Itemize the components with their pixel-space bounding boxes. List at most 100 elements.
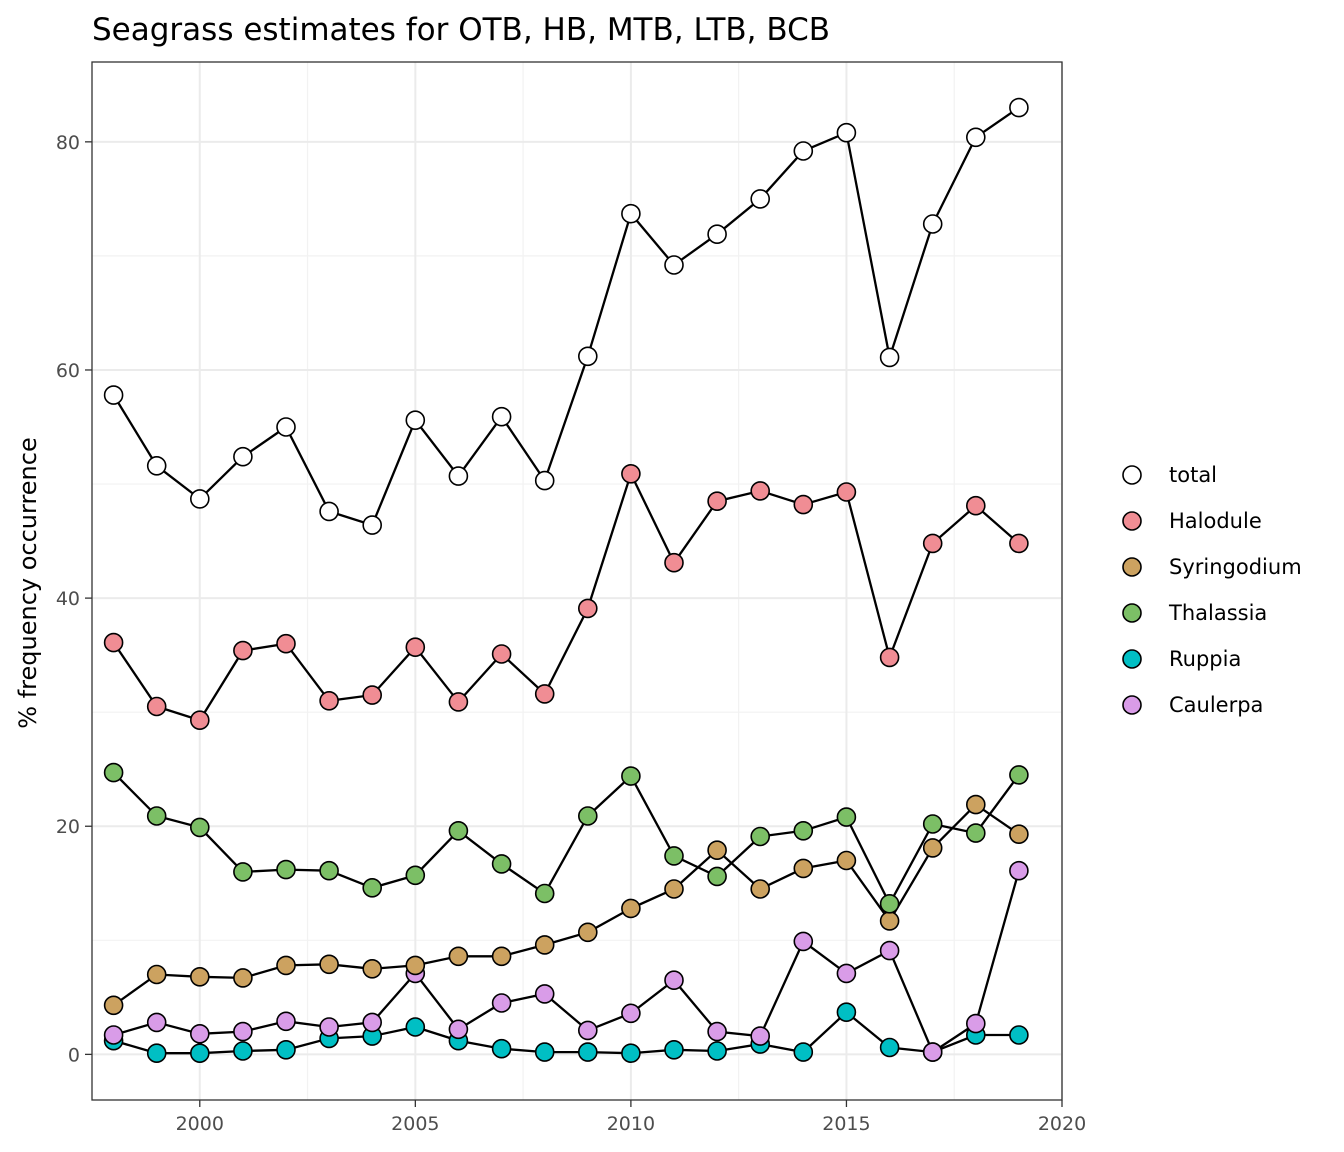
point-caulerpa-2016 xyxy=(879,940,900,961)
legend-key-thalassia xyxy=(1122,603,1142,623)
point-caulerpa-2018 xyxy=(965,1013,986,1034)
point-caulerpa-2019 xyxy=(1009,860,1029,881)
legend-item-caulerpa: Caulerpa xyxy=(1122,693,1263,717)
point-thalassia-2007 xyxy=(491,854,512,874)
point-thalassia-2005 xyxy=(405,865,426,886)
point-halodule-2005 xyxy=(405,637,426,658)
legend-key-caulerpa xyxy=(1122,695,1142,715)
point-caulerpa-1999 xyxy=(146,1012,167,1033)
point-halodule-2010 xyxy=(621,463,641,484)
point-ruppia-2001 xyxy=(233,1041,253,1061)
point-halodule-2015 xyxy=(836,482,857,502)
point-caulerpa-2000 xyxy=(190,1024,210,1044)
point-total-2004 xyxy=(362,515,383,535)
point-thalassia-2009 xyxy=(577,806,598,826)
point-ruppia-2019 xyxy=(1009,1025,1029,1045)
point-total-2014 xyxy=(793,141,814,161)
point-total-2007 xyxy=(491,406,512,427)
point-halodule-2003 xyxy=(319,690,339,711)
point-total-1999 xyxy=(146,455,167,476)
point-caulerpa-2002 xyxy=(276,1011,296,1032)
legend-item-thalassia: Thalassia xyxy=(1122,601,1267,625)
plot-panel-border xyxy=(91,61,1063,1101)
point-caulerpa-2013 xyxy=(750,1026,771,1046)
y-tick-label: 40 xyxy=(56,588,80,610)
point-caulerpa-2003 xyxy=(319,1017,339,1037)
point-caulerpa-2004 xyxy=(362,1012,383,1033)
point-thalassia-2012 xyxy=(707,866,727,887)
point-total-2006 xyxy=(448,466,469,486)
point-thalassia-2006 xyxy=(448,820,469,841)
point-syringodium-2012 xyxy=(707,840,727,861)
point-syringodium-2019 xyxy=(1009,824,1029,845)
point-thalassia-2000 xyxy=(190,817,210,838)
point-syringodium-2013 xyxy=(750,879,771,899)
point-total-2016 xyxy=(879,347,900,368)
point-ruppia-2007 xyxy=(491,1038,512,1059)
point-total-2019 xyxy=(1009,97,1029,118)
point-halodule-2007 xyxy=(491,644,512,664)
legend-label: Thalassia xyxy=(1168,601,1267,625)
legend-key-ruppia xyxy=(1122,649,1142,669)
legend-label: Syringodium xyxy=(1169,555,1302,579)
legend-item-total: total xyxy=(1122,463,1217,487)
y-tick-label: 80 xyxy=(56,132,80,154)
point-ruppia-2012 xyxy=(707,1041,727,1061)
point-syringodium-2007 xyxy=(491,946,512,967)
point-ruppia-2014 xyxy=(793,1042,814,1062)
legend-item-syringodium: Syringodium xyxy=(1122,555,1302,579)
legend-item-ruppia: Ruppia xyxy=(1122,647,1241,671)
point-syringodium-1999 xyxy=(146,964,167,985)
point-halodule-2001 xyxy=(233,640,253,661)
point-total-2012 xyxy=(707,224,727,244)
x-axis: 2000 2005 2010 2015 2020 xyxy=(176,1100,1086,1135)
point-total-2017 xyxy=(922,214,943,234)
point-syringodium-2003 xyxy=(319,954,339,975)
legend-key-syringodium xyxy=(1122,557,1142,577)
point-syringodium-2001 xyxy=(233,968,253,988)
point-syringodium-2000 xyxy=(190,966,210,987)
point-total-2018 xyxy=(965,127,986,148)
data-points xyxy=(103,97,1029,1063)
point-total-2001 xyxy=(233,446,253,467)
y-tick-label: 60 xyxy=(56,360,80,382)
legend: total Halodule Syringodium Thalassia Ruppia C… xyxy=(1122,463,1302,717)
point-thalassia-2001 xyxy=(233,862,253,882)
point-ruppia-2005 xyxy=(405,1017,426,1037)
point-total-2011 xyxy=(664,255,684,275)
series-line-ruppia xyxy=(113,1010,1019,1055)
point-thalassia-2008 xyxy=(534,883,555,904)
legend-key-halodule xyxy=(1122,511,1142,531)
point-syringodium-2002 xyxy=(276,955,296,976)
point-syringodium-2008 xyxy=(534,935,555,955)
point-ruppia-2011 xyxy=(664,1040,684,1060)
point-ruppia-2015 xyxy=(836,1002,857,1023)
point-halodule-2004 xyxy=(362,685,383,705)
point-caulerpa-2015 xyxy=(836,963,857,984)
point-ruppia-2008 xyxy=(534,1042,555,1062)
point-halodule-1998 xyxy=(103,632,124,653)
point-halodule-2011 xyxy=(664,552,684,573)
point-caulerpa-2017 xyxy=(922,1042,943,1062)
point-thalassia-1999 xyxy=(146,806,167,826)
legend-label: Caulerpa xyxy=(1169,693,1263,717)
point-thalassia-2015 xyxy=(836,807,857,827)
point-syringodium-2014 xyxy=(793,858,814,879)
point-thalassia-2018 xyxy=(965,823,986,843)
point-caulerpa-2009 xyxy=(577,1020,598,1041)
point-caulerpa-2001 xyxy=(233,1021,253,1042)
point-halodule-2016 xyxy=(879,647,900,668)
point-caulerpa-2010 xyxy=(621,1003,641,1024)
x-tick-label: 2005 xyxy=(391,1113,439,1135)
point-syringodium-2017 xyxy=(922,838,943,858)
point-caulerpa-1998 xyxy=(103,1025,124,1045)
point-syringodium-2010 xyxy=(621,898,641,919)
point-ruppia-1999 xyxy=(146,1043,167,1063)
point-thalassia-2013 xyxy=(750,826,771,847)
point-syringodium-2006 xyxy=(448,946,469,967)
y-axis: 0 20 40 60 80 xyxy=(56,132,92,1066)
point-total-2002 xyxy=(276,417,296,437)
point-ruppia-2009 xyxy=(577,1042,598,1062)
